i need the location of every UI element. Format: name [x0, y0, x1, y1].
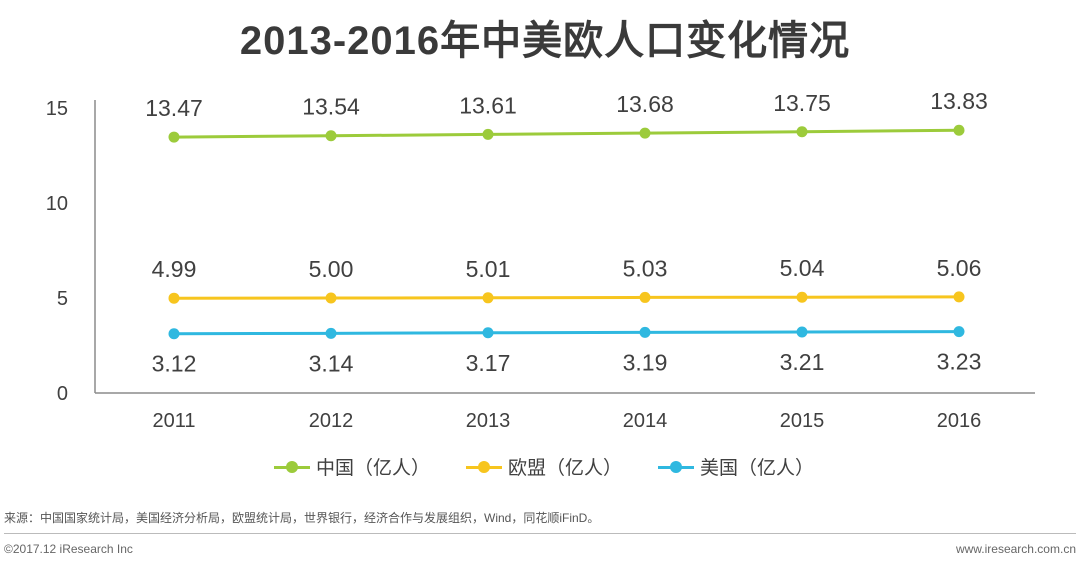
- data-label: 3.17: [466, 350, 511, 376]
- data-label: 4.99: [152, 256, 197, 282]
- data-point: [953, 124, 965, 136]
- legend-item: 美国（亿人）: [658, 453, 814, 480]
- data-point: [168, 131, 180, 143]
- series-line: [173, 330, 960, 336]
- data-label: 3.21: [780, 349, 825, 375]
- data-point: [796, 126, 808, 138]
- data-point: [953, 291, 965, 303]
- data-label: 13.47: [145, 95, 203, 121]
- data-point: [639, 326, 651, 338]
- data-point: [639, 127, 651, 139]
- legend-swatch: [273, 460, 310, 474]
- series-line: [173, 295, 960, 300]
- x-tick-label: 2016: [937, 410, 982, 432]
- data-point: [325, 130, 337, 142]
- y-tick-label: 10: [46, 193, 68, 215]
- data-point: [482, 292, 494, 304]
- data-label: 5.04: [780, 255, 825, 281]
- legend-label: 欧盟（亿人）: [507, 458, 622, 479]
- footer-divider: [4, 533, 1076, 534]
- legend-label: 美国（亿人）: [700, 458, 815, 479]
- chart-title: 2013-2016年中美欧人口变化情况: [239, 19, 851, 63]
- y-tick-label: 0: [57, 383, 68, 405]
- data-point: [953, 326, 965, 338]
- data-point: [796, 326, 808, 338]
- data-label: 13.83: [930, 88, 988, 114]
- y-tick-label: 5: [57, 288, 68, 310]
- chart-legend: 中国（亿人） 欧盟（亿人） 美国（亿人）: [0, 453, 1080, 480]
- line-chart: 0 5 10 15 2011 2012 2013 2014 2015 2016 13.47 13.54…: [46, 88, 1035, 432]
- data-label: 13.54: [302, 94, 360, 120]
- x-tick-label: 2012: [309, 410, 354, 432]
- data-point: [639, 291, 651, 303]
- data-point: [168, 292, 180, 304]
- series-line: [173, 128, 960, 139]
- data-label: 3.12: [152, 351, 197, 377]
- data-label: 3.14: [309, 350, 354, 376]
- data-label: 5.01: [466, 256, 511, 282]
- legend-swatch: [465, 460, 502, 474]
- data-label: 5.00: [309, 256, 354, 282]
- y-tick-label: 15: [46, 98, 68, 120]
- data-point: [796, 291, 808, 303]
- data-point: [325, 327, 337, 339]
- x-tick-label: 2015: [780, 410, 825, 432]
- source-note: 来源：中国国家统计局，美国经济分析局，欧盟统计局，世界银行，经济合作与发展组织，…: [4, 511, 600, 525]
- website-link[interactable]: www.iresearch.com.cn: [955, 542, 1076, 556]
- legend-item: 欧盟（亿人）: [465, 453, 622, 480]
- legend-item: 中国（亿人）: [273, 453, 430, 480]
- x-tick-label: 2013: [466, 410, 511, 432]
- data-label: 13.68: [616, 91, 674, 117]
- copyright: ©2017.12 iResearch Inc: [4, 542, 133, 556]
- x-tick-label: 2014: [623, 410, 668, 432]
- data-label: 3.19: [623, 349, 668, 375]
- data-point: [168, 328, 180, 340]
- data-label: 3.23: [937, 349, 982, 375]
- data-point: [482, 128, 494, 140]
- data-point: [325, 292, 337, 304]
- data-label: 13.75: [773, 90, 831, 116]
- data-point: [482, 327, 494, 339]
- legend-swatch: [658, 460, 694, 474]
- legend-label: 中国（亿人）: [315, 458, 430, 479]
- x-tick-label: 2011: [152, 410, 195, 432]
- data-label: 5.03: [623, 255, 668, 281]
- data-label: 5.06: [937, 255, 982, 281]
- data-label: 13.61: [459, 92, 517, 118]
